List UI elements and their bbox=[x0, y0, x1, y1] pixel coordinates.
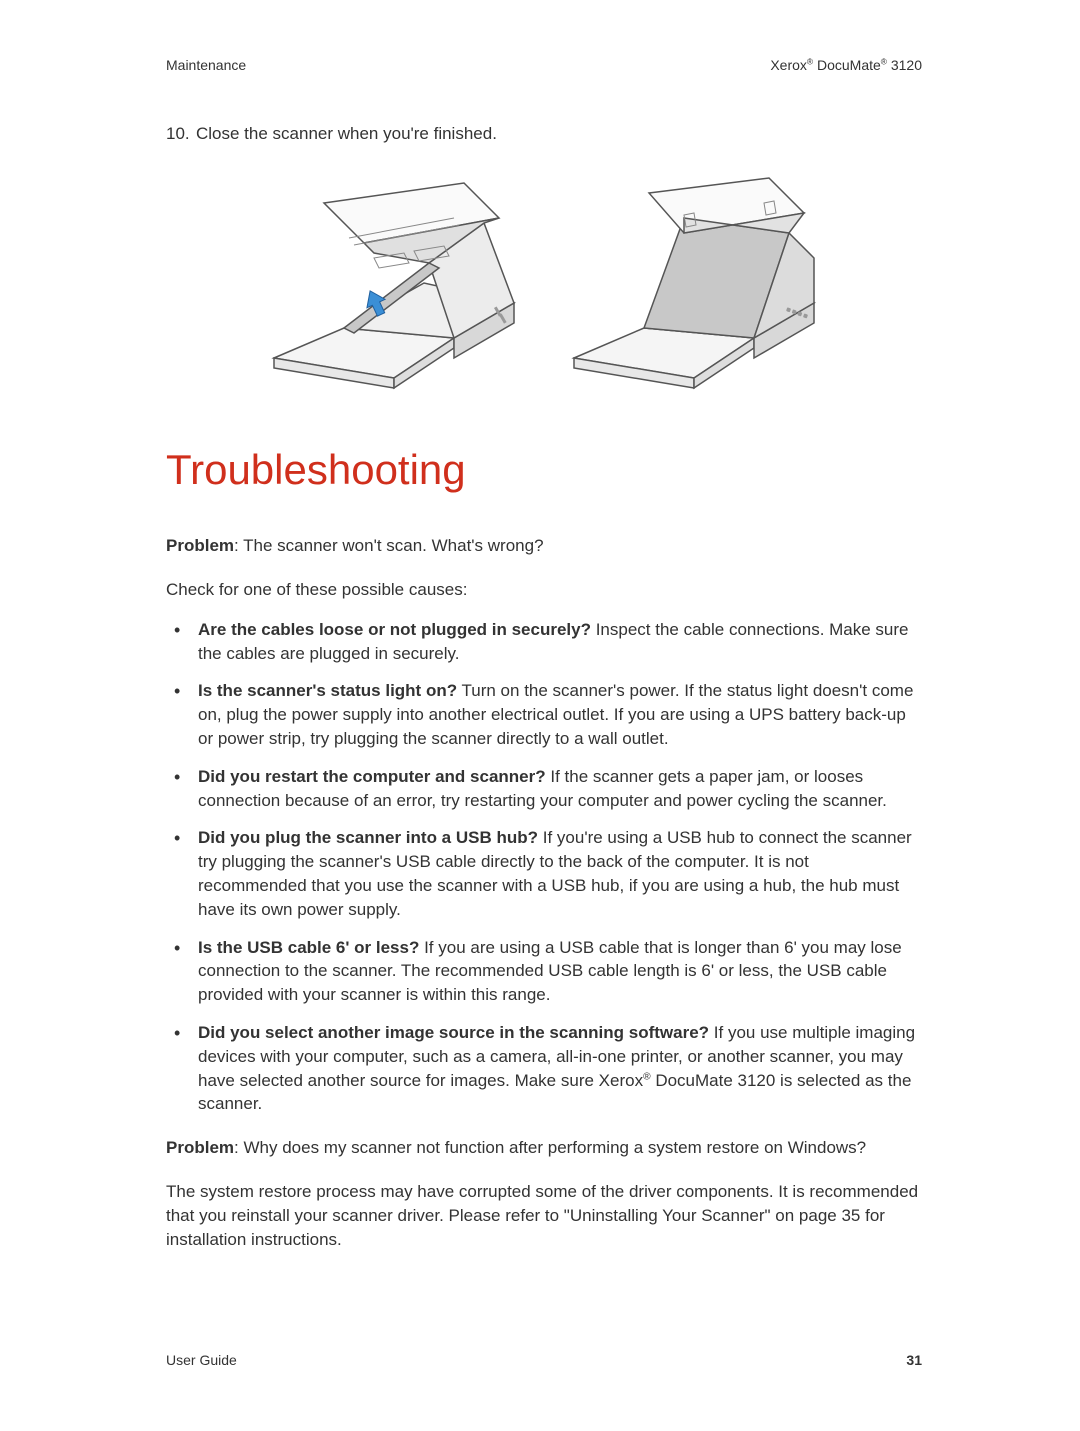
problem-1-text: : The scanner won't scan. What's wrong? bbox=[234, 536, 544, 555]
section-heading: Troubleshooting bbox=[166, 441, 922, 500]
cause-item: Is the scanner's status light on? Turn o… bbox=[198, 679, 922, 750]
document-page: Maintenance Xerox® DocuMate® 3120 10.Clo… bbox=[0, 0, 1080, 1431]
cause-bold: Is the scanner's status light on? bbox=[198, 681, 457, 700]
problem-2: Problem: Why does my scanner not functio… bbox=[166, 1136, 922, 1160]
footer-page-number: 31 bbox=[906, 1351, 922, 1371]
problem-label: Problem bbox=[166, 1138, 234, 1157]
header-product-name: Xerox® DocuMate® 3120 bbox=[770, 56, 922, 76]
cause-bold: Is the USB cable 6' or less? bbox=[198, 938, 419, 957]
problem-2-text: : Why does my scanner not function after… bbox=[234, 1138, 866, 1157]
footer-doc-title: User Guide bbox=[166, 1351, 237, 1371]
cause-bold: Are the cables loose or not plugged in s… bbox=[198, 620, 591, 639]
step-text: Close the scanner when you're finished. bbox=[196, 124, 497, 143]
step-instruction: 10.Close the scanner when you're finishe… bbox=[166, 122, 922, 146]
page-footer: User Guide 31 bbox=[166, 1351, 922, 1371]
problem-label: Problem bbox=[166, 536, 234, 555]
step-number: 10. bbox=[166, 122, 196, 146]
cause-bold: Did you restart the computer and scanner… bbox=[198, 767, 546, 786]
page-header: Maintenance Xerox® DocuMate® 3120 bbox=[166, 56, 922, 76]
restore-paragraph: The system restore process may have corr… bbox=[166, 1180, 922, 1251]
cause-item: Did you select another image source in t… bbox=[198, 1021, 922, 1116]
figure-row bbox=[166, 163, 922, 403]
cause-item: Did you restart the computer and scanner… bbox=[198, 765, 922, 813]
cause-item: Are the cables loose or not plugged in s… bbox=[198, 618, 922, 666]
check-causes-text: Check for one of these possible causes: bbox=[166, 578, 922, 602]
cause-item: Is the USB cable 6' or less? If you are … bbox=[198, 936, 922, 1007]
cause-bold: Did you select another image source in t… bbox=[198, 1023, 709, 1042]
cause-item: Did you plug the scanner into a USB hub?… bbox=[198, 826, 922, 921]
header-section-name: Maintenance bbox=[166, 56, 246, 76]
causes-list: Are the cables loose or not plugged in s… bbox=[166, 618, 922, 1116]
cause-bold: Did you plug the scanner into a USB hub? bbox=[198, 828, 538, 847]
problem-1: Problem: The scanner won't scan. What's … bbox=[166, 534, 922, 558]
scanner-closed-illustration bbox=[554, 163, 834, 403]
scanner-open-illustration bbox=[254, 163, 534, 403]
